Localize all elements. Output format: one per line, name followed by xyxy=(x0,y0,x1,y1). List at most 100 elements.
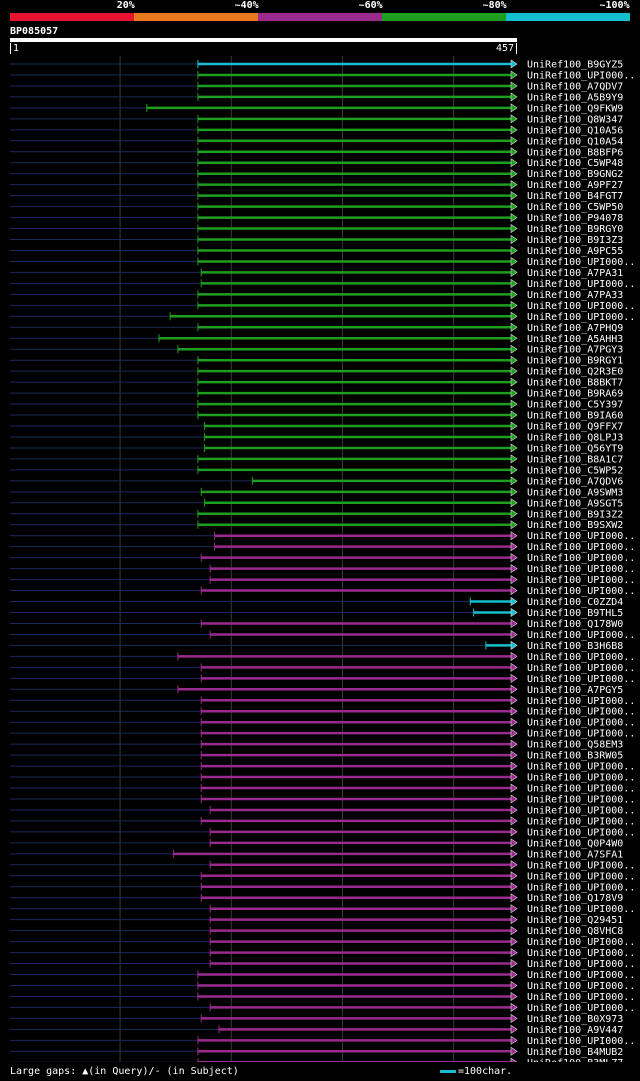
hit-label[interactable]: UniRef100_B8BFP6 xyxy=(527,147,623,158)
hit-label[interactable]: UniRef100_UPI000.. xyxy=(527,575,635,586)
hit-row[interactable]: UniRef100_UPI000.. xyxy=(10,564,635,575)
hit-label[interactable]: UniRef100_B9IA60 xyxy=(527,411,623,422)
hit-label[interactable]: UniRef100_Q10A56 xyxy=(527,125,623,136)
hit-label[interactable]: UniRef100_UPI000.. xyxy=(527,970,635,981)
hit-row[interactable]: UniRef100_B9THL5 xyxy=(10,607,623,619)
hit-label[interactable]: UniRef100_A9SWM3 xyxy=(527,487,623,498)
hit-label[interactable]: UniRef100_UPI000.. xyxy=(527,871,635,882)
hit-label[interactable]: UniRef100_Q58EM3 xyxy=(527,740,623,751)
hit-label[interactable]: UniRef100_Q178W0 xyxy=(527,619,623,630)
hit-row[interactable]: UniRef100_UPI000.. xyxy=(10,969,635,981)
hit-row[interactable]: UniRef100_C5Y397 xyxy=(10,399,623,411)
hit-label[interactable]: UniRef100_C5WP48 xyxy=(527,158,623,169)
hit-row[interactable]: UniRef100_UPI000.. xyxy=(10,575,635,586)
hit-label[interactable]: UniRef100_B9SXW2 xyxy=(527,520,623,531)
hit-label[interactable]: UniRef100_UPI000.. xyxy=(527,531,635,542)
hit-label[interactable]: UniRef100_A7SFA1 xyxy=(527,849,623,860)
hit-label[interactable]: UniRef100_UPI000.. xyxy=(527,70,635,81)
hit-label[interactable]: UniRef100_Q2R3E0 xyxy=(527,367,623,378)
hit-label[interactable]: UniRef100_UPI000.. xyxy=(527,696,635,707)
hit-label[interactable]: UniRef100_UPI000.. xyxy=(527,827,635,838)
hit-row[interactable]: UniRef100_B3RW05 xyxy=(10,750,623,762)
hit-row[interactable]: UniRef100_UPI000.. xyxy=(10,1002,635,1014)
hit-label[interactable]: UniRef100_C0ZZD4 xyxy=(527,597,623,608)
hit-row[interactable]: UniRef100_C5WP52 xyxy=(10,465,623,476)
hit-label[interactable]: UniRef100_UPI000.. xyxy=(527,959,635,970)
hit-row[interactable]: UniRef100_C5WP50 xyxy=(10,202,623,213)
hit-row[interactable]: UniRef100_UPI000.. xyxy=(10,937,635,948)
hit-row[interactable]: UniRef100_UPI000.. xyxy=(10,300,635,312)
hit-label[interactable]: UniRef100_C5WP50 xyxy=(527,202,623,213)
hit-row[interactable]: UniRef100_UPI000.. xyxy=(10,805,635,816)
hit-row[interactable]: UniRef100_UPI000.. xyxy=(10,958,635,970)
hit-label[interactable]: UniRef100_C5Y397 xyxy=(527,400,623,411)
hit-label[interactable]: UniRef100_UPI000.. xyxy=(527,937,635,948)
hit-label[interactable]: UniRef100_UPI000.. xyxy=(527,718,635,729)
hit-row[interactable]: UniRef100_UPI000.. xyxy=(10,278,635,290)
hit-row[interactable]: UniRef100_Q8LPJ3 xyxy=(10,432,623,443)
hit-row[interactable]: UniRef100_UPI000.. xyxy=(10,542,635,553)
hit-row[interactable]: UniRef100_UPI000.. xyxy=(10,991,635,1003)
hit-label[interactable]: UniRef100_Q9FKW9 xyxy=(527,103,623,114)
hit-label[interactable]: UniRef100_Q8VHC8 xyxy=(527,926,623,937)
hit-row[interactable]: UniRef100_B9GNG2 xyxy=(10,169,623,180)
hit-label[interactable]: UniRef100_B0X973 xyxy=(527,1014,623,1025)
hit-label[interactable]: UniRef100_A7PGY3 xyxy=(527,345,623,356)
hit-label[interactable]: UniRef100_B9RA69 xyxy=(527,389,623,400)
hit-row[interactable]: UniRef100_A9SWM3 xyxy=(10,487,623,498)
hit-label[interactable]: UniRef100_UPI000.. xyxy=(527,773,635,784)
hit-label[interactable]: UniRef100_UPI000.. xyxy=(527,586,635,597)
hit-row[interactable]: UniRef100_B9SXW2 xyxy=(10,520,623,531)
hit-row[interactable]: UniRef100_UPI000.. xyxy=(10,717,635,729)
hit-row[interactable]: UniRef100_A7PA31 xyxy=(10,267,623,279)
hit-row[interactable]: UniRef100_B8BFP6 xyxy=(10,147,623,158)
hit-row[interactable]: UniRef100_B9GYZ5 xyxy=(10,59,623,71)
hit-row[interactable]: UniRef100_Q2R3E0 xyxy=(10,366,623,378)
hit-label[interactable]: UniRef100_Q56YT9 xyxy=(527,443,623,454)
hit-label[interactable]: UniRef100_A9SGT5 xyxy=(527,498,623,509)
hit-row[interactable]: UniRef100_A5AHH3 xyxy=(10,333,623,345)
hit-row[interactable]: UniRef100_A9PC55 xyxy=(10,245,623,257)
hit-label[interactable]: UniRef100_UPI000.. xyxy=(527,762,635,773)
hit-label[interactable]: UniRef100_Q0P4W0 xyxy=(527,838,623,849)
hit-label[interactable]: UniRef100_UPI000.. xyxy=(527,663,635,674)
hit-label[interactable]: UniRef100_Q8W347 xyxy=(527,114,623,125)
hit-row[interactable]: UniRef100_UPI000.. xyxy=(10,553,635,564)
hit-label[interactable]: UniRef100_Q9FFX7 xyxy=(527,422,623,433)
hit-label[interactable]: UniRef100_B9GNG2 xyxy=(527,169,623,180)
hit-row[interactable]: UniRef100_B0X973 xyxy=(10,1013,623,1025)
hit-label[interactable]: UniRef100_A9V447 xyxy=(527,1025,623,1036)
hit-label[interactable]: UniRef100_A7QDV7 xyxy=(527,81,623,92)
hit-row[interactable]: UniRef100_Q0P4W0 xyxy=(10,838,623,849)
hit-label[interactable]: UniRef100_A7PGY5 xyxy=(527,685,623,696)
hit-row[interactable]: UniRef100_UPI000.. xyxy=(10,783,635,795)
hit-row[interactable]: UniRef100_B4FGT7 xyxy=(10,191,623,202)
hit-label[interactable]: UniRef100_UPI000.. xyxy=(527,794,635,805)
hit-row[interactable]: UniRef100_UPI000.. xyxy=(10,651,635,663)
hit-row[interactable]: UniRef100_UPI000.. xyxy=(10,1035,635,1047)
hit-row[interactable]: UniRef100_B8A1C7 xyxy=(10,454,623,465)
hit-row[interactable]: UniRef100_B9IA60 xyxy=(10,410,623,422)
hit-label[interactable]: UniRef100_UPI000.. xyxy=(527,882,635,893)
hit-row[interactable]: UniRef100_UPI000.. xyxy=(10,311,635,323)
hit-row[interactable]: UniRef100_A5B9Y9 xyxy=(10,92,623,103)
hit-label[interactable]: UniRef100_UPI000.. xyxy=(527,564,635,575)
hit-label[interactable]: UniRef100_UPI000.. xyxy=(527,860,635,871)
hit-row[interactable]: UniRef100_UPI000.. xyxy=(10,860,635,871)
hit-row[interactable]: UniRef100_A9V447 xyxy=(10,1024,623,1036)
hit-row[interactable]: UniRef100_B3MLZ7 xyxy=(10,1057,623,1062)
hit-label[interactable]: UniRef100_A7QDV6 xyxy=(527,476,623,487)
hit-row[interactable]: UniRef100_B4MUB2 xyxy=(10,1046,623,1058)
hit-label[interactable]: UniRef100_B9RGY0 xyxy=(527,224,623,235)
hit-row[interactable]: UniRef100_P94078 xyxy=(10,213,623,224)
hit-row[interactable]: UniRef100_B9I3Z2 xyxy=(10,509,623,520)
hit-row[interactable]: UniRef100_A9PF27 xyxy=(10,180,623,191)
hit-row[interactable]: UniRef100_UPI000.. xyxy=(10,948,635,959)
hit-row[interactable]: UniRef100_A7SFA1 xyxy=(10,849,623,860)
hit-label[interactable]: UniRef100_B8BKT7 xyxy=(527,378,623,389)
hit-label[interactable]: UniRef100_UPI000.. xyxy=(527,948,635,959)
hit-row[interactable]: UniRef100_UPI000.. xyxy=(10,728,635,740)
hit-row[interactable]: UniRef100_A7QDV6 xyxy=(10,476,623,487)
hit-row[interactable]: UniRef100_Q10A56 xyxy=(10,125,623,136)
hit-row[interactable]: UniRef100_Q10A54 xyxy=(10,136,623,147)
